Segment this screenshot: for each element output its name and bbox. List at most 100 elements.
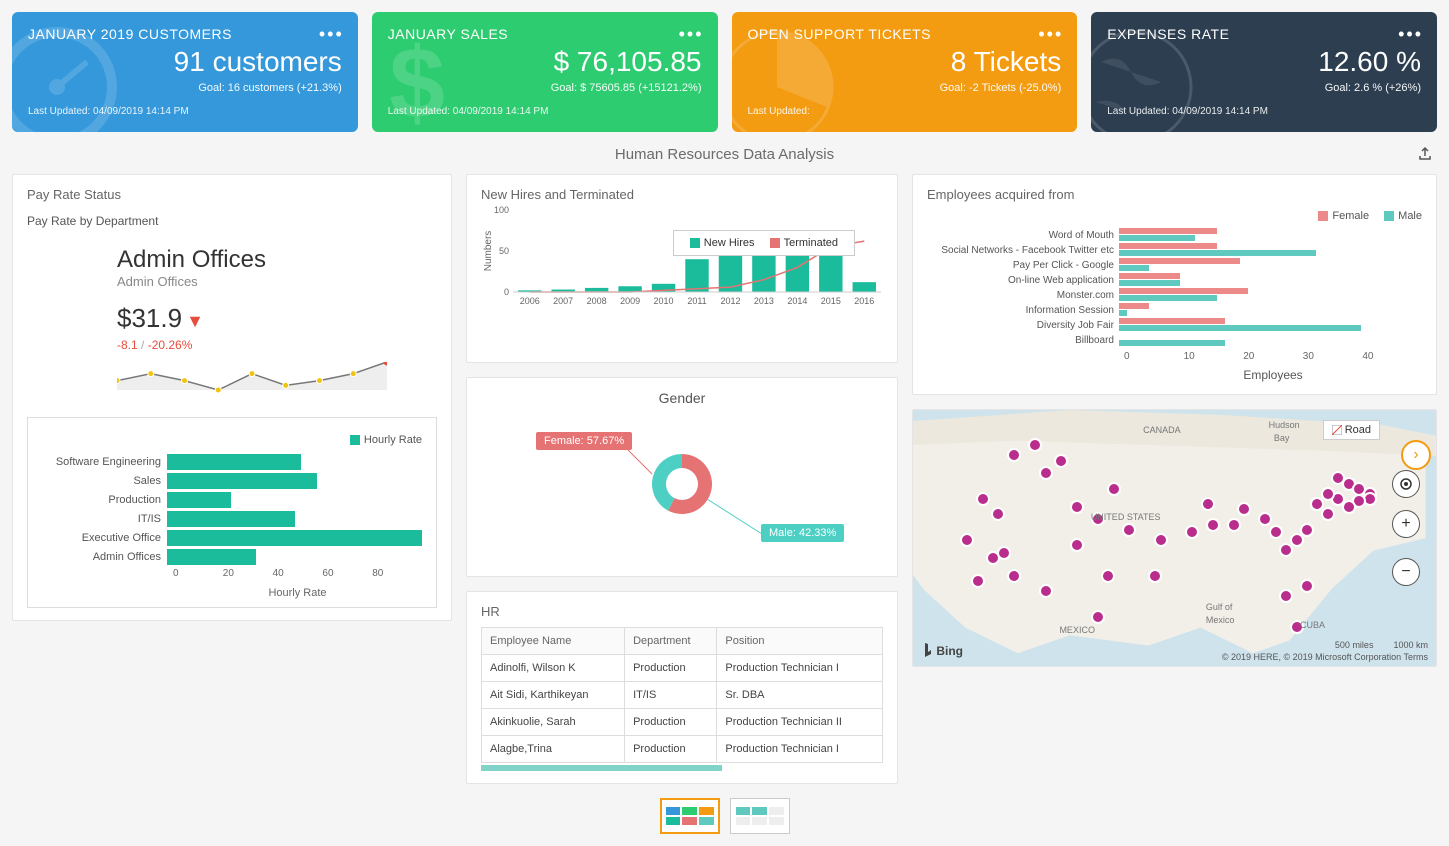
acq-xlabel: Employees [1124, 368, 1422, 382]
panel-new-hires: New Hires and Terminated New Hires Termi… [466, 174, 898, 363]
svg-text:0: 0 [504, 287, 509, 297]
legend-male: Male [1398, 210, 1422, 222]
panel-hr-table: HR Employee NameDepartmentPositionAdinol… [466, 591, 898, 784]
legend-a: New Hires [704, 237, 755, 249]
table-row[interactable]: Adinolfi, Wilson KProductionProduction T… [482, 655, 883, 682]
map-zoom-out[interactable]: − [1392, 558, 1420, 586]
svg-text:50: 50 [499, 246, 509, 256]
next-page-button[interactable]: › [1401, 440, 1431, 470]
acq-row: Monster.com [927, 288, 1422, 302]
gender-label-male: Male: 42.33% [761, 524, 844, 542]
legend-swatch [350, 435, 360, 445]
hbar-axis: 020406080 [173, 568, 422, 579]
trend-down-icon: ▼ [186, 311, 204, 331]
table-header[interactable]: Employee Name [482, 628, 625, 655]
map-label: CANADA [1143, 425, 1181, 435]
hbar-row: Software Engineering [42, 454, 422, 470]
hbar-label: Production [42, 494, 167, 506]
scroll-indicator[interactable] [481, 765, 722, 771]
svg-text:2015: 2015 [821, 296, 841, 306]
map-road-toggle[interactable]: Road [1323, 420, 1380, 440]
panels: Pay Rate Status Pay Rate by Department A… [12, 174, 1437, 784]
kpi-card-1[interactable]: $ ••• JANUARY SALES $ 76,105.85 Goal: $ … [372, 12, 718, 132]
svg-text:2007: 2007 [553, 296, 573, 306]
panel-title: HR [481, 604, 883, 619]
acq-label: Information Session [927, 305, 1119, 316]
map-point[interactable] [1054, 454, 1068, 468]
acq-axis: 010203040 [1124, 351, 1422, 362]
sparkline [117, 362, 437, 399]
hbar-row: Production [42, 492, 422, 508]
map-point[interactable] [1206, 518, 1220, 532]
map-road-label: Road [1345, 424, 1371, 436]
thumbnail-page-1[interactable] [660, 798, 720, 834]
svg-text:2014: 2014 [787, 296, 807, 306]
legend-text: Hourly Rate [364, 434, 422, 446]
map-point[interactable] [1300, 579, 1314, 593]
acq-row: On-line Web application [927, 273, 1422, 287]
acq-label: Diversity Job Fair [927, 320, 1119, 331]
legend-female: Female [1332, 210, 1369, 222]
svg-text:2006: 2006 [520, 296, 540, 306]
map-point[interactable] [976, 492, 990, 506]
map-point[interactable] [960, 533, 974, 547]
panel-map[interactable]: Road + − CANADAUNITED STATESMEXICOGulf o… [912, 409, 1437, 667]
kpi-card-0[interactable]: ••• JANUARY 2019 CUSTOMERS 91 customers … [12, 12, 358, 132]
map-point[interactable] [1148, 569, 1162, 583]
bing-label: Bing [936, 644, 963, 658]
panel-pay-rate: Pay Rate Status Pay Rate by Department A… [12, 174, 452, 621]
map-point[interactable] [1070, 500, 1084, 514]
hbar-label: Executive Office [42, 532, 167, 544]
panel-employees-acquired: Employees acquired from Female Male Word… [912, 174, 1437, 395]
map-zoom-in[interactable]: + [1392, 510, 1420, 538]
map-point[interactable] [1300, 523, 1314, 537]
map-point[interactable] [1227, 518, 1241, 532]
map-point[interactable] [1201, 497, 1215, 511]
kpi-updated: Last Updated: 04/09/2019 14:14 PM [388, 106, 702, 117]
map-label: Gulf of [1206, 602, 1233, 612]
kpi-card-3[interactable]: ••• EXPENSES RATE 12.60 % Goal: 2.6 % (+… [1091, 12, 1437, 132]
hbar-legend: Hourly Rate [42, 434, 422, 446]
map-point[interactable] [1321, 487, 1335, 501]
panel-title: New Hires and Terminated [481, 187, 883, 202]
delta-sep: / [141, 338, 148, 352]
dashboard: ••• JANUARY 2019 CUSTOMERS 91 customers … [12, 12, 1437, 834]
kpi-menu-icon[interactable]: ••• [1038, 24, 1063, 45]
map-point[interactable] [1007, 569, 1021, 583]
map-point[interactable] [1039, 466, 1053, 480]
map-point[interactable] [1091, 610, 1105, 624]
map-locate-icon[interactable] [1392, 470, 1420, 498]
page-thumbnails [12, 798, 1437, 834]
dept-name: Admin Offices [117, 246, 437, 274]
map-point[interactable] [1070, 538, 1084, 552]
map-point[interactable] [997, 546, 1011, 560]
acq-row: Information Session [927, 303, 1422, 317]
map-point[interactable] [1039, 584, 1053, 598]
hbar-label: Sales [42, 475, 167, 487]
table-row[interactable]: Ait Sidi, KarthikeyanIT/ISSr. DBA [482, 682, 883, 709]
kpi-updated: Last Updated: 04/09/2019 14:14 PM [28, 106, 342, 117]
hbar-row: Executive Office [42, 530, 422, 546]
legend-swatch [690, 238, 700, 248]
share-icon[interactable] [1417, 146, 1433, 167]
acq-label: Monster.com [927, 290, 1119, 301]
thumbnail-page-2[interactable] [730, 798, 790, 834]
map-point[interactable] [971, 574, 985, 588]
kpi-card-2[interactable]: ••• OPEN SUPPORT TICKETS 8 Tickets Goal:… [732, 12, 1078, 132]
table-header[interactable]: Position [717, 628, 883, 655]
hbar-xlabel: Hourly Rate [173, 587, 422, 599]
hbar-row: Admin Offices [42, 549, 422, 565]
kpi-menu-icon[interactable]: ••• [319, 24, 344, 45]
hires-chart: New Hires Terminated 050100Numbers200620… [481, 210, 883, 350]
kpi-updated: Last Updated: 04/09/2019 14:14 PM [1107, 106, 1421, 117]
map-point[interactable] [1101, 569, 1115, 583]
table-row[interactable]: Akinkuolie, SarahProductionProduction Te… [482, 709, 883, 736]
map-point[interactable] [1269, 525, 1283, 539]
map-point[interactable] [1107, 482, 1121, 496]
map-point[interactable] [1122, 523, 1136, 537]
kpi-menu-icon[interactable]: ••• [1398, 24, 1423, 45]
table-header[interactable]: Department [625, 628, 717, 655]
table-row[interactable]: Alagbe,TrinaProductionProduction Technic… [482, 736, 883, 763]
map-point[interactable] [1154, 533, 1168, 547]
kpi-menu-icon[interactable]: ••• [679, 24, 704, 45]
